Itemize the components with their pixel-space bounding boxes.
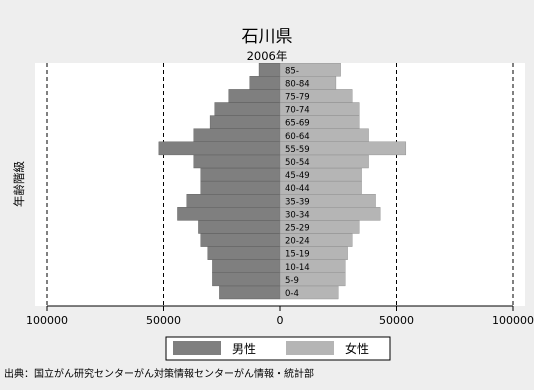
age-label: 30-34 <box>285 210 310 220</box>
bar-male <box>158 141 281 156</box>
x-tick-label: 0 <box>277 314 284 327</box>
bar-male <box>193 154 281 169</box>
age-label: 15-19 <box>285 250 310 260</box>
age-label: 5-9 <box>285 276 299 286</box>
age-label: 10-14 <box>285 263 310 273</box>
chart-subtitle: 2006年 <box>247 49 288 63</box>
legend-label-male: 男性 <box>232 342 256 356</box>
bar-male <box>228 89 281 103</box>
bar-male <box>177 207 281 221</box>
age-label: 70-74 <box>285 106 310 116</box>
bar-male <box>214 102 281 116</box>
age-label: 25-29 <box>285 224 310 234</box>
legend-label-female: 女性 <box>345 341 369 356</box>
x-tick-label: 50000 <box>146 314 181 327</box>
bar-male <box>200 233 281 247</box>
age-label: 60-64 <box>285 132 310 142</box>
x-tick-label: 100000 <box>492 314 534 327</box>
bar-male <box>258 63 281 77</box>
age-label: 85- <box>285 66 299 76</box>
chart-title: 石川県 <box>242 27 293 47</box>
age-label: 80-84 <box>285 79 310 89</box>
bar-male <box>193 128 281 142</box>
age-label: 20-24 <box>285 237 310 247</box>
x-tick-label: 50000 <box>379 314 414 327</box>
bar-male <box>186 193 281 208</box>
x-tick-label: 100000 <box>26 314 68 327</box>
age-label: 55-59 <box>285 145 310 155</box>
age-label: 35-39 <box>285 197 310 207</box>
y-axis-label: 年齢階級 <box>12 161 26 207</box>
bar-male <box>249 76 281 90</box>
age-label: 65-69 <box>285 119 310 129</box>
bar-male <box>200 180 281 195</box>
bar-male <box>212 259 281 274</box>
source-note: 出典：国立がん研究センターがん対策情報センターがん情報・統計部 <box>4 369 314 380</box>
bar-male <box>207 246 281 260</box>
bar-male <box>200 167 281 182</box>
age-label: 45-49 <box>285 171 310 181</box>
bar-male <box>209 115 281 129</box>
bar-female <box>279 63 341 77</box>
age-label: 75-79 <box>285 93 310 103</box>
legend-swatch-male <box>173 341 221 355</box>
bar-male <box>219 285 281 300</box>
age-label: 40-44 <box>285 184 310 194</box>
bar-male <box>212 272 281 287</box>
age-label: 50-54 <box>285 158 310 168</box>
legend-swatch-female <box>286 341 334 355</box>
bar-male <box>198 220 281 234</box>
age-label: 0-4 <box>285 289 299 299</box>
